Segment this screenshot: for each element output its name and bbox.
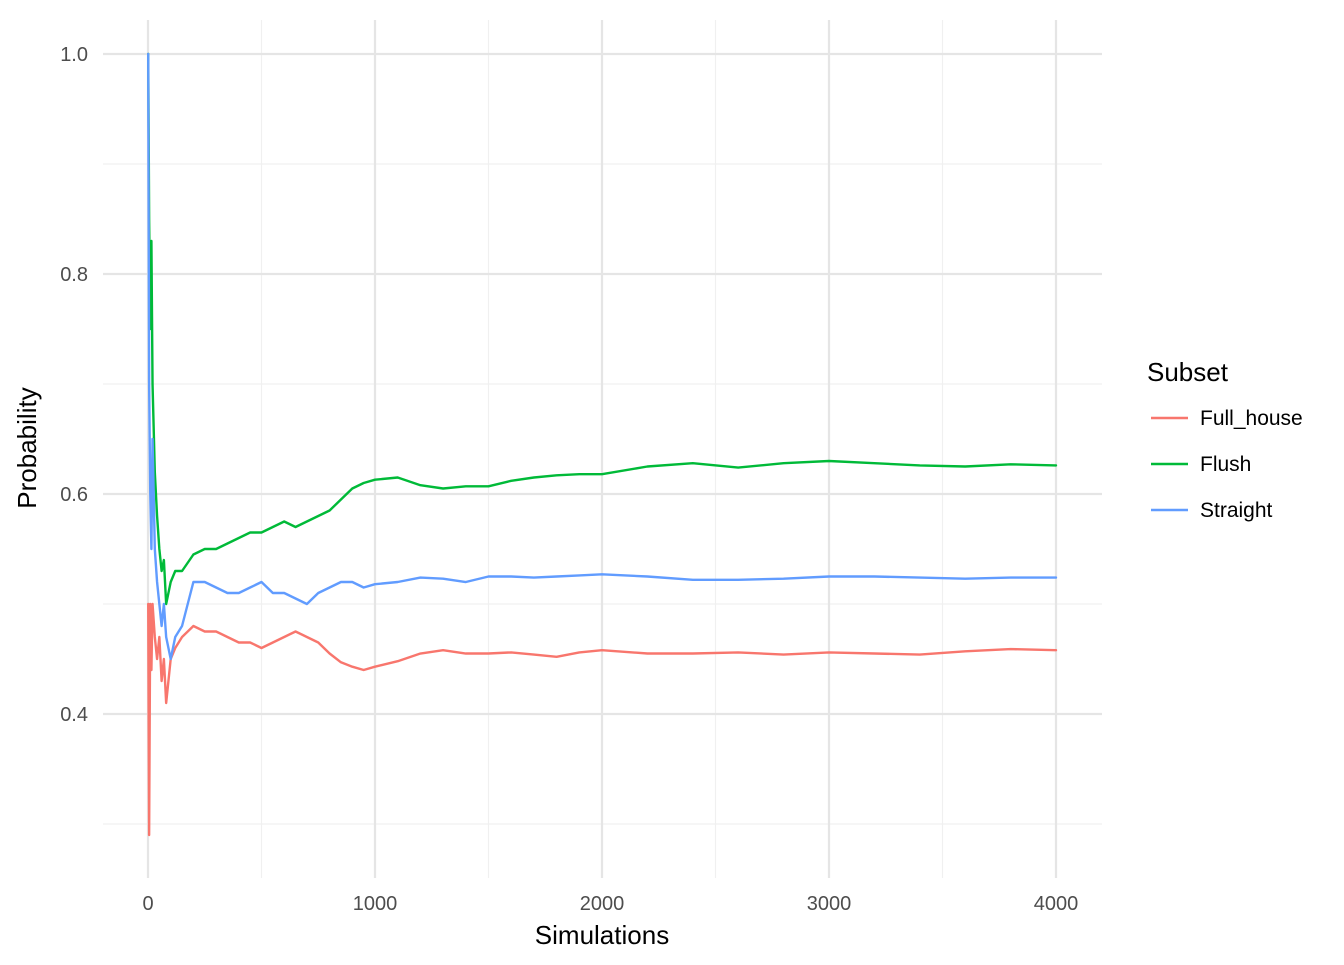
legend-label: Straight	[1200, 499, 1273, 522]
x-tick-label: 0	[142, 893, 153, 915]
series-line-straight	[147, 52, 1058, 661]
legend: Subset Full_house Flush Straight	[1147, 357, 1303, 522]
series-line-flush	[147, 52, 1058, 606]
x-tick-label: 2000	[580, 893, 625, 915]
y-tick-label: 0.6	[60, 484, 88, 506]
legend-title: Subset	[1147, 357, 1229, 387]
y-axis-title: Probability	[12, 387, 42, 508]
y-tick-label: 0.4	[60, 704, 88, 726]
y-tick-label: 0.8	[60, 264, 88, 286]
legend-label: Full_house	[1200, 407, 1303, 430]
grid-layer	[103, 20, 1102, 878]
x-tick-label: 4000	[1034, 893, 1079, 915]
series-layer	[147, 52, 1058, 837]
legend-label: Flush	[1200, 453, 1251, 476]
x-tick-label: 1000	[353, 893, 398, 915]
x-axis-title: Simulations	[535, 920, 669, 950]
legend-items: Full_house Flush Straight	[1151, 407, 1303, 522]
series-line-full-house	[147, 602, 1058, 837]
y-tick-label: 1.0	[60, 44, 88, 66]
x-tick-label: 3000	[807, 893, 852, 915]
axis-layer: 0 1000 2000 3000 4000 0.4 0.6 0.8 1.0	[60, 44, 1078, 915]
